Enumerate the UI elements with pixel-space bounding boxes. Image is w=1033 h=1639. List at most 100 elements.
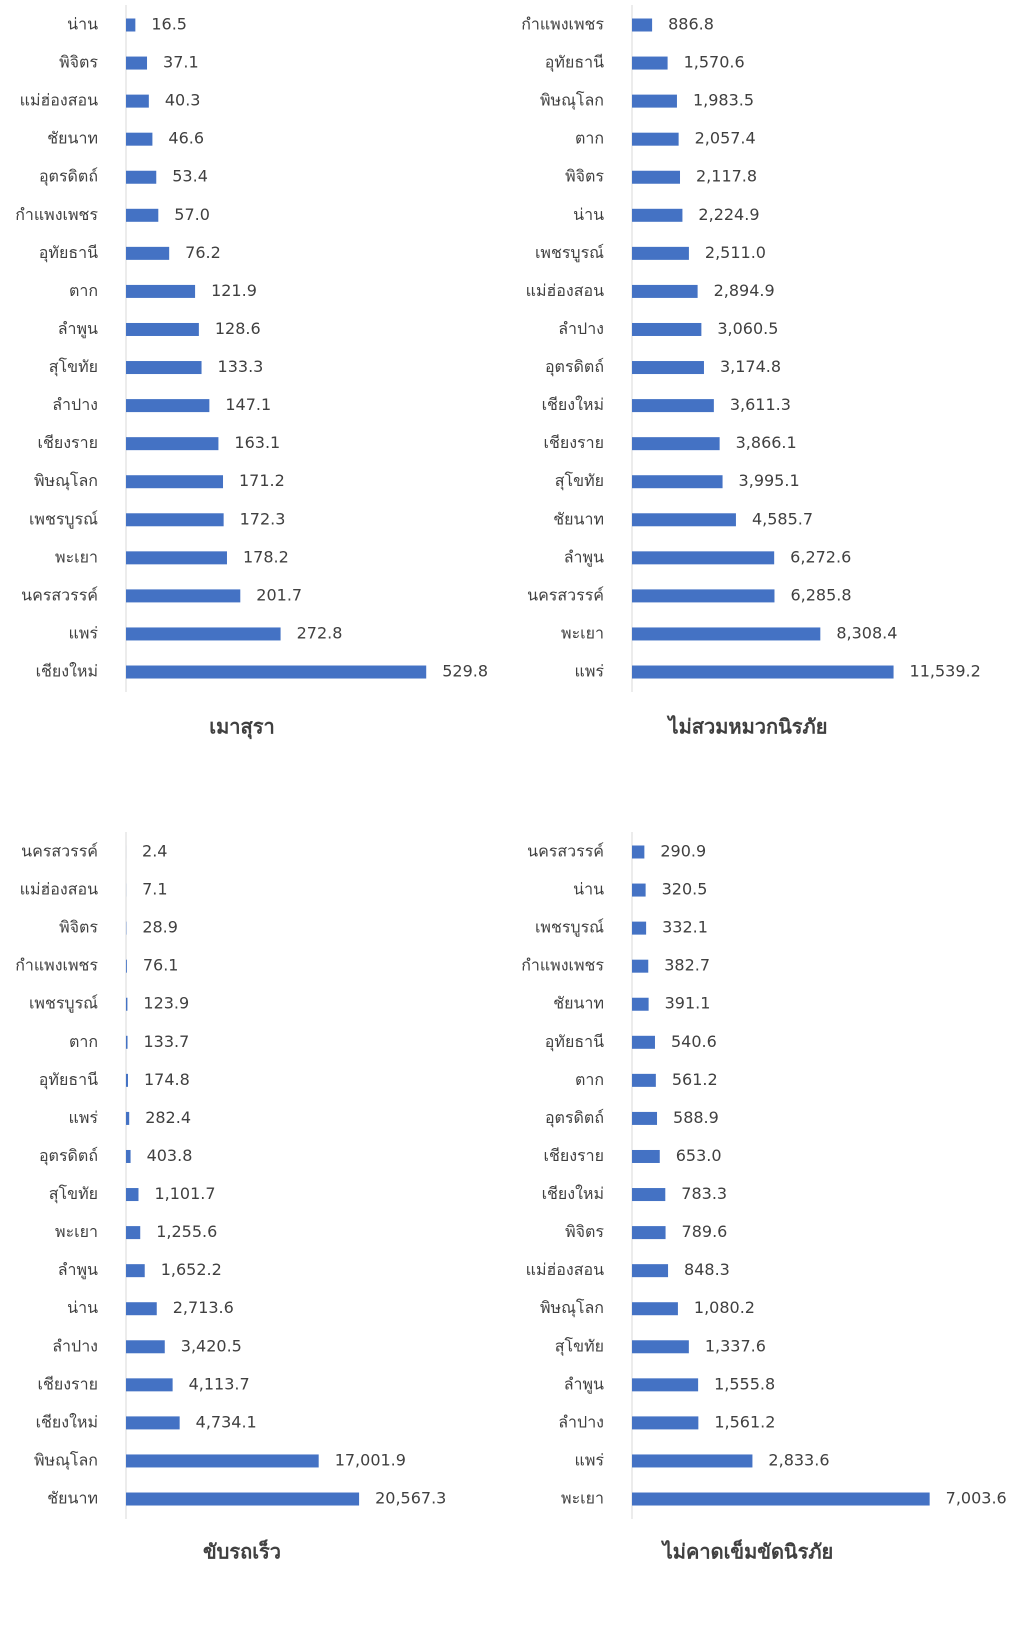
value-label: 391.1 (665, 994, 711, 1013)
value-label: 6,285.8 (790, 585, 851, 604)
category-label: ตาก (575, 1070, 604, 1089)
category-label: นครสวรรค์ (21, 585, 98, 604)
category-label: พะเยา (55, 1222, 98, 1241)
category-label: ลำปาง (52, 1336, 98, 1355)
category-label: กำแพงเพชร (521, 956, 604, 975)
bar (126, 132, 153, 146)
category-label: กำแพงเพชร (521, 15, 604, 34)
category-label: เชียงใหม่ (36, 1412, 98, 1431)
bar (632, 1454, 753, 1468)
category-label: เชียงราย (544, 433, 604, 452)
value-label: 529.8 (442, 662, 488, 681)
bar (632, 1111, 658, 1125)
value-label: 1,337.6 (705, 1336, 766, 1355)
value-label: 3,060.5 (717, 319, 778, 338)
bar (632, 997, 649, 1011)
value-label: 76.1 (143, 956, 179, 975)
category-label: ชัยนาท (47, 1489, 98, 1508)
category-label: แพร่ (575, 1450, 605, 1469)
bar (126, 959, 127, 973)
category-label: แพร่ (575, 662, 605, 681)
value-label: 174.8 (144, 1070, 190, 1089)
bar (126, 399, 210, 413)
category-label: อุทัยธานี (39, 1070, 98, 1090)
value-label: 53.4 (172, 167, 208, 186)
bar (632, 1073, 656, 1087)
category-label: อุตรดิตถ์ (39, 1146, 98, 1166)
bar (126, 1149, 131, 1163)
value-label: 40.3 (165, 91, 201, 110)
bar (126, 1302, 157, 1316)
category-label: ลำพูน (58, 319, 98, 339)
category-label: อุตรดิตถ์ (39, 167, 98, 187)
bar (126, 94, 149, 108)
category-label: นครสวรรค์ (527, 585, 604, 604)
category-label: พิจิตร (59, 53, 98, 72)
category-label: พะเยา (55, 547, 98, 566)
value-label: 76.2 (185, 243, 221, 262)
category-label: พิษณุโลก (540, 1298, 604, 1318)
value-label: 653.0 (676, 1146, 722, 1165)
value-label: 17,001.9 (335, 1450, 406, 1469)
chart-title: เมาสุรา (209, 715, 274, 740)
category-label: แม่ฮ่องสอน (526, 281, 604, 300)
value-label: 16.5 (151, 15, 187, 34)
bar (126, 589, 241, 603)
category-label: เชียงราย (38, 433, 98, 452)
value-label: 1,561.2 (714, 1412, 775, 1431)
bar (126, 513, 224, 527)
value-label: 2,833.6 (768, 1450, 829, 1469)
category-label: เพชรบูรณ์ (535, 243, 604, 263)
bar (126, 1454, 319, 1468)
category-label: ชัยนาท (553, 994, 604, 1013)
category-label: ชัยนาท (47, 129, 98, 148)
value-label: 178.2 (243, 547, 289, 566)
bar (126, 551, 227, 565)
category-label: สุโขทัย (49, 1184, 98, 1204)
value-label: 46.6 (168, 129, 204, 148)
value-label: 7,003.6 (946, 1489, 1007, 1508)
bar (632, 845, 645, 859)
bar (632, 1149, 660, 1163)
category-label: เพชรบูรณ์ (535, 918, 604, 938)
value-label: 789.6 (682, 1222, 728, 1241)
bar (632, 322, 702, 336)
category-label: กำแพงเพชร (15, 205, 98, 224)
chart-title: ไม่คาดเข็มขัดนิรภัย (661, 1539, 834, 1564)
bar (632, 665, 894, 679)
bar (126, 1226, 141, 1240)
value-label: 4,113.7 (189, 1374, 250, 1393)
bar (632, 437, 720, 451)
category-label: กำแพงเพชร (15, 956, 98, 975)
value-label: 1,983.5 (693, 91, 754, 110)
value-label: 163.1 (234, 433, 280, 452)
category-label: น่าน (573, 880, 604, 899)
value-label: 2,117.8 (696, 167, 757, 186)
bar (632, 883, 646, 897)
value-label: 8,308.4 (836, 623, 897, 642)
bar (126, 437, 219, 451)
category-label: เชียงใหม่ (542, 395, 604, 414)
bar (126, 627, 281, 641)
bar (632, 1492, 930, 1506)
value-label: 382.7 (664, 956, 710, 975)
value-label: 2,894.9 (714, 281, 775, 300)
value-label: 403.8 (147, 1146, 193, 1165)
bar (632, 56, 668, 70)
category-label: พิจิตร (565, 1222, 604, 1241)
category-label: อุทัยธานี (545, 53, 604, 73)
category-label: เพชรบูรณ์ (29, 509, 98, 529)
value-label: 4,585.7 (752, 509, 813, 528)
bar (632, 1302, 678, 1316)
bar (632, 589, 775, 603)
bar (126, 56, 148, 70)
value-label: 3,611.3 (730, 395, 791, 414)
value-label: 848.3 (684, 1260, 730, 1279)
value-label: 3,866.1 (736, 433, 797, 452)
bar (126, 997, 128, 1011)
category-label: พิษณุโลก (540, 91, 604, 111)
bar (632, 1188, 666, 1202)
value-label: 3,420.5 (181, 1336, 242, 1355)
value-label: 2,057.4 (695, 129, 756, 148)
